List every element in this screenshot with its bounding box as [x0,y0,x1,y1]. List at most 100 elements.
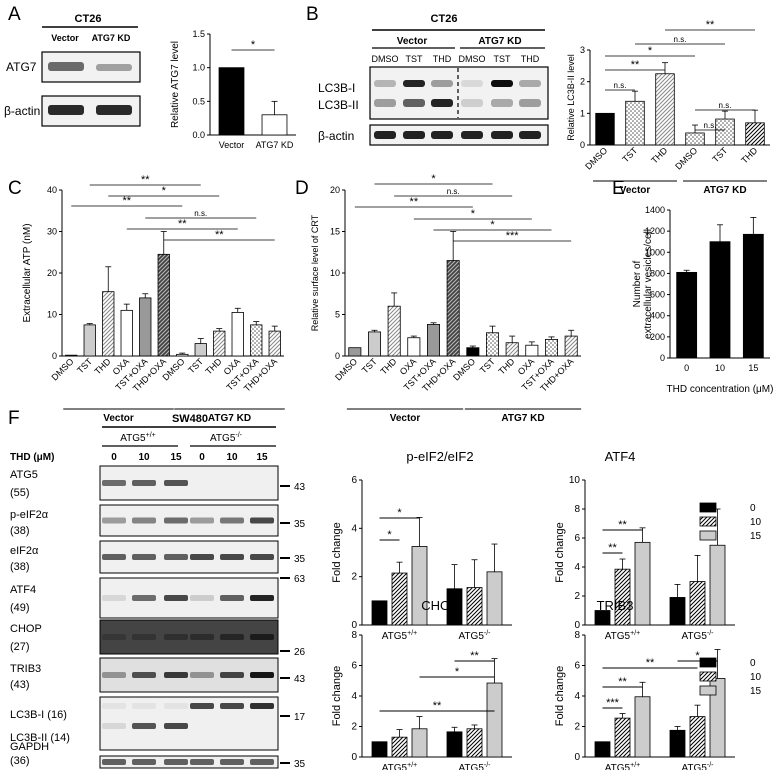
e-chart-ytick-label: 1000 [645,247,665,257]
f-chart-3-sig-label: * [695,650,700,662]
e-chart-ytick-label: 400 [650,311,665,321]
f-band [190,759,214,765]
b-chart-sig-label: * [648,45,653,57]
f-row-label: (36) [10,755,30,767]
b-chart-bar [715,118,735,146]
b-band [431,99,453,107]
f-chart-3-ytick-label: 6 [574,661,580,672]
f-chart-3-category-label: ATG5+/+ [605,762,641,770]
b-chart-category-label: THD [739,145,760,166]
c-chart-ytick-label: 10 [47,310,57,320]
f-band [102,480,126,486]
f-chart-0-bar [486,571,503,626]
d-chart-sig-label: *** [506,230,520,242]
f-band [190,517,214,524]
b-chart-category-label: TST [620,145,639,164]
f-chart-0-ytick-label: 6 [351,475,357,486]
f-chart-0-bar [391,572,408,626]
b-band [461,99,483,107]
f-chart-3-bar [594,741,611,758]
f-blot-row [99,657,279,693]
f-band [164,723,188,729]
c-chart-bar [102,291,115,357]
f-band [132,672,156,678]
f-band [102,595,126,601]
e-chart-xlabel: THD concentration (μM) [667,384,774,395]
f-row-label: (43) [10,679,30,691]
f-band [190,595,214,601]
d-chart-sig-label: * [471,208,476,220]
f-band [220,703,244,709]
f-band [220,554,244,560]
a-row-label: ATG7 [6,60,37,74]
c-chart-sig-label: * [162,185,167,197]
f-chart-1-bar [594,610,611,626]
d-chart-bar [427,324,440,357]
f-chart-2-sig-label: ** [470,650,479,662]
f-band [250,703,274,709]
f-blot-row [99,540,279,574]
f-dose-value: 15 [170,452,182,463]
b-chart-sig-label: n.s. [704,121,717,130]
f-row-label: LC3B-II (14) [10,732,70,744]
c-chart-category-label: TST [186,356,205,375]
c-chart-ylabel: Extracellular ATP (nM) [22,223,33,322]
f-chart-3-sig-label: ** [618,676,627,688]
d-chart-category-label: DMSO [451,356,477,382]
f-chart-2-category-label: ATG5-/- [459,762,492,770]
f-chart-0-sig-label: * [397,507,402,519]
d-chart-bar [446,260,460,357]
b-row-label: LC3B-II [318,98,359,112]
d-chart-ylabel: Relative surface level of CRT [310,214,320,331]
f-chart-1-bar [709,544,726,626]
b-band [374,80,396,87]
c-chart-category-label: TST [75,356,94,375]
f-chart-1-sig-label: ** [618,519,627,531]
f-marker-label: 63 [294,574,306,585]
f-row-label: TRIB3 [10,663,41,675]
c-chart-bar [83,324,96,357]
panel-letter-c: C [8,178,22,199]
f-marker-label: 17 [294,712,306,723]
b-band [491,80,513,87]
f-dose-value: 10 [226,452,238,463]
f-chart-3-bar [634,696,651,758]
f-cell-line: SW480 [172,413,208,425]
f-band [220,517,244,524]
panel-letter-b: B [306,4,319,25]
f-chart-0-bar [371,600,388,626]
a-chart-bar [261,114,288,136]
b-chart-category-label: DMSO [583,145,609,171]
b-chart-category-label: TST [710,145,729,164]
b-chart-ytick-label: 2 [580,77,585,87]
b-chart-category-label: THD [649,145,670,166]
b-lane-label: TST [406,54,424,64]
f-chart-1-ytick-label: 10 [569,475,581,486]
b-chart-sig-label: ** [706,19,715,31]
f-band [190,634,214,640]
a-band [48,105,84,115]
f-row-label: (38) [10,525,30,537]
b-chart-group-label: ATG7 KD [703,185,746,196]
f-row-label: eIF2α [10,545,39,557]
b-chart-bar [595,112,615,146]
f-band [132,634,156,640]
c-chart-bar [139,297,152,357]
f-band [250,634,274,640]
f-legend-swatch [699,516,717,527]
f-chart-2-ytick-label: 8 [351,630,357,641]
f-marker-label: 43 [294,674,306,685]
c-chart-group-label: ATG7 KD [208,413,251,424]
b-band [403,80,425,87]
f-marker-label: 26 [294,647,306,658]
b-chart-bar [655,73,675,146]
f-band [102,517,126,524]
b-cell-line: CT26 [431,13,458,25]
b-band [519,131,541,139]
f-chart-3-title: TRIB3 [597,598,634,613]
f-genotype-label: ATG5-/- [210,432,243,444]
b-band [491,131,513,139]
f-legend-label: 0 [750,503,756,514]
f-chart-3-bar [669,729,686,758]
f-chart-3-ytick-label: 8 [574,630,580,641]
